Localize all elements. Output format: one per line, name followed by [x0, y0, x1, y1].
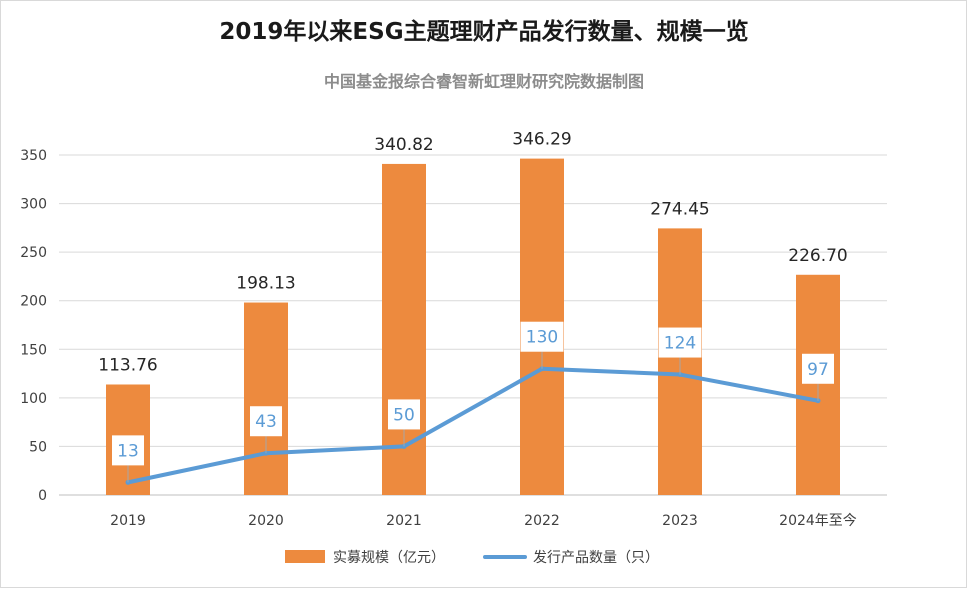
- line-data-labels: 13 43 50 130 124 97: [112, 321, 834, 483]
- y-tick-label: 250: [20, 245, 47, 261]
- line-label-box: [520, 321, 564, 352]
- y-tick-label: 50: [29, 439, 47, 455]
- line-value-label: 13: [117, 441, 139, 461]
- bar-value-label: 340.82: [374, 135, 433, 155]
- line-label-box: [388, 399, 420, 430]
- line-value-label: 97: [807, 360, 829, 380]
- bar-series: [106, 158, 840, 496]
- legend-label-line: 发行产品数量（只）: [533, 550, 659, 566]
- y-tick-label: 350: [20, 148, 47, 164]
- line-label-box: [802, 353, 834, 384]
- bar: [244, 302, 288, 495]
- x-axis: 2019 2020 2021 2022 2023 2024年至今: [110, 513, 857, 529]
- bar-value-label: 113.76: [98, 355, 157, 375]
- y-tick-label: 0: [38, 488, 47, 504]
- x-tick-label: 2023: [662, 513, 698, 529]
- y-tick-label: 150: [20, 342, 47, 358]
- line-value-label: 50: [393, 405, 415, 425]
- line-value-label: 130: [526, 328, 558, 348]
- line-value-label: 43: [255, 412, 277, 432]
- chart-subtitle: 中国基金报综合睿智新虹理财研究院数据制图: [324, 72, 644, 91]
- line-path: [126, 366, 820, 485]
- x-tick-label: 2020: [248, 513, 284, 529]
- legend-swatch-bar: [285, 550, 325, 563]
- bar-data-labels: 113.76 198.13 340.82 346.29 274.45 226.70: [98, 130, 847, 376]
- x-tick-label: 2019: [110, 513, 146, 529]
- legend: 实募规模（亿元） 发行产品数量（只）: [285, 550, 659, 566]
- gridlines: [59, 154, 887, 496]
- legend-label-bar: 实募规模（亿元）: [333, 550, 445, 566]
- chart-title: 2019年以来ESG主题理财产品发行数量、规模一览: [219, 18, 748, 45]
- line-value-label: 124: [664, 334, 696, 354]
- line-label-box: [112, 435, 144, 466]
- x-tick-label: 2021: [386, 513, 422, 529]
- x-tick-label: 2024年至今: [779, 513, 857, 529]
- x-tick-label: 2022: [524, 513, 560, 529]
- line-label-box: [658, 327, 702, 358]
- bar-value-label: 198.13: [236, 274, 295, 294]
- line-series: [125, 366, 821, 485]
- bar-value-label: 346.29: [512, 130, 571, 150]
- y-tick-label: 200: [20, 294, 47, 310]
- y-axis: 0 50 100 150 200 250 300 350: [20, 148, 47, 504]
- line-label-box: [250, 406, 282, 437]
- y-tick-label: 300: [20, 197, 47, 213]
- y-tick-label: 100: [20, 391, 47, 407]
- bar-value-label: 226.70: [788, 246, 847, 266]
- bar-value-label: 274.45: [650, 199, 709, 219]
